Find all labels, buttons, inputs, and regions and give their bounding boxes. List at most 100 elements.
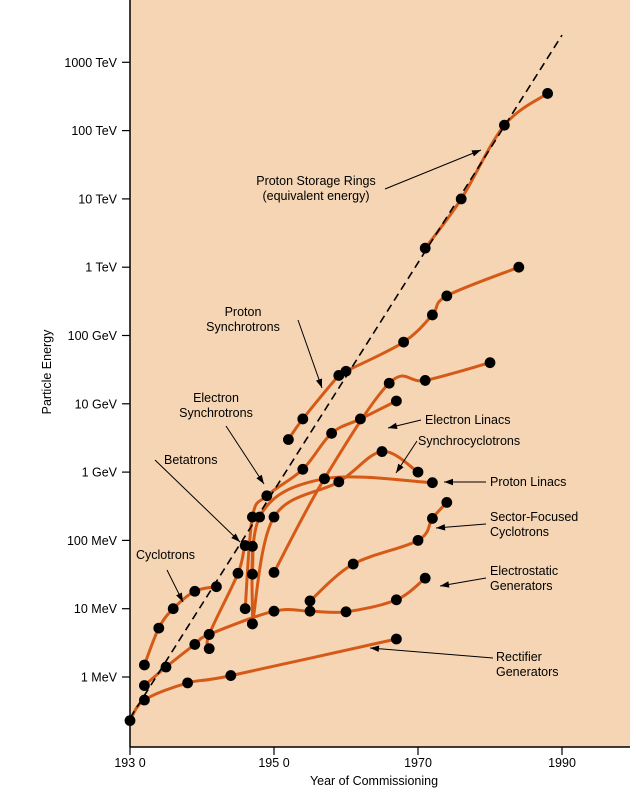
series-sector-focused-cyclotrons-point [304,595,316,607]
y-tick-label: 100 GeV [68,329,118,343]
series-electron-linacs-point [383,377,395,389]
series-betatrons-point [232,567,244,579]
annotation-label: Electron Linacs [425,413,510,427]
annotation-label: Electrostatic [490,564,558,578]
y-tick-label: 10 GeV [75,397,118,411]
series-betatrons-point [247,568,258,580]
y-tick-label: 1 GeV [82,466,118,480]
annotation-label: Generators [490,579,553,593]
y-tick-label: 10 MeV [74,602,118,616]
annotation-arrowhead [471,150,481,157]
y-tick-label: 1 TeV [85,261,117,275]
y-axis-label: Particle Energy [40,329,54,415]
series-sector-focused-cyclotrons-point [441,497,453,508]
series-proton-synchrotrons-point [297,413,309,425]
annotation-arrowhead [370,645,380,652]
annotation-arrowhead [231,533,240,542]
series-rectifier-generators-curve [128,637,398,723]
x-tick-label: 195 0 [258,756,289,770]
annotation-label: Proton [225,305,262,319]
series-proton-linacs-point [247,618,258,630]
series-electron-synchrotrons-point [391,395,402,407]
series-proton-storage-rings-curve [423,91,550,250]
annotation-arrowhead [176,592,183,602]
annotation-arrowhead [436,524,446,531]
annotation-label: Proton Storage Rings [256,174,376,188]
series-electrostatic-generators-point [304,605,316,617]
series-proton-storage-rings-point [542,88,553,99]
series-betatrons-point [203,629,215,640]
series-electron-synchrotrons-point [239,603,251,615]
series-betatrons-point [203,643,215,655]
x-axis-label: Year of Commissioning [310,774,438,788]
series-electrostatic-generators-point [189,639,201,650]
series-electrostatic-generators-point [340,606,352,618]
series-synchrocyclotrons-curve [250,449,420,626]
series-electron-linacs-point [484,357,496,369]
y-tick-label: 1000 TeV [64,56,117,70]
series-electron-linacs-curve [272,361,492,574]
series-electron-synchrotrons-point [297,463,309,475]
annotation-arrowhead [444,478,453,486]
annotation-arrows [154,149,494,659]
series-cyclotrons-point [189,585,201,597]
series-electrostatic-generators-point [160,661,172,673]
annotation-label: Generators [496,665,559,679]
series-proton-linacs-point [319,473,330,485]
series-electrostatic-generators-point [139,680,150,691]
series-cyclotrons-point [139,659,150,671]
series-proton-synchrotrons-point [441,290,453,302]
annotation-label: Synchrocyclotrons [418,434,520,448]
annotation-label: Rectifier [496,650,542,664]
annotation-arrowhead [396,463,404,473]
annotation-arrow-line [297,319,323,389]
x-tick-label: 1970 [404,756,432,770]
series-electron-synchrotrons-point [355,413,366,425]
series-proton-synchrotrons-point [427,309,438,321]
annotation-arrowhead [440,581,450,588]
annotation-labels: Proton Storage Rings(equivalent energy) P… [136,174,578,679]
series-electrostatic-generators-point [391,594,402,606]
series-sector-focused-cyclotrons-point [347,558,359,570]
series-proton-linacs-point [254,511,265,523]
annotation-arrow-line [384,149,482,190]
series-proton-synchrotrons-point [398,336,409,348]
y-tick-label: 100 TeV [71,124,117,138]
series-sector-focused-cyclotrons-point [427,512,438,524]
y-tick-label: 10 TeV [78,192,117,206]
y-tick-label: 1 MeV [81,671,118,685]
series-sector-focused-cyclotrons-point [412,535,424,546]
series-cyclotrons-point [167,603,179,615]
annotation-arrowhead [315,378,323,388]
annotation-label: Synchrotrons [179,406,253,420]
y-ticks: 1 MeV 10 MeV 100 MeV 1 GeV 10 GeV 100 GeV 1 Te… [64,56,130,685]
series-electron-synchrotrons-point [326,427,337,439]
series-electron-linacs-point [419,375,431,386]
series-electrostatic-generators-point [268,605,280,617]
series-cyclotrons-point [153,622,165,634]
axes [129,0,630,748]
series-synchrocyclotrons-point [412,466,424,478]
y-tick-label: 100 MeV [67,534,118,548]
annotation-label: (equivalent energy) [262,189,369,203]
series-proton-storage-rings-point [455,193,467,205]
series-rectifier-generators-point [182,677,194,689]
x-tick-label: 193 0 [114,756,145,770]
series-electrostatic-generators-point [419,572,431,584]
annotation-arrow-line [154,459,241,543]
series-betatrons-point [247,540,258,552]
x-ticks: 193 0 195 0 1970 1990 [114,747,576,770]
annotation-arrow-line [225,425,265,485]
annotation-label: Synchrotrons [206,320,280,334]
annotation-label: Cyclotrons [490,525,549,539]
series-rectifier-generators-point [391,633,402,645]
series-electron-linacs-point [268,566,280,578]
series-proton-synchrotrons-point [340,365,352,377]
x-tick-label: 1990 [548,756,576,770]
series-rectifier-generators-point [139,694,150,706]
series-proton-storage-rings-point [419,242,431,254]
series-electron-synchrotrons-point [261,490,273,502]
annotation-label: Sector-Focused [490,510,578,524]
annotation-label: Cyclotrons [136,548,195,562]
